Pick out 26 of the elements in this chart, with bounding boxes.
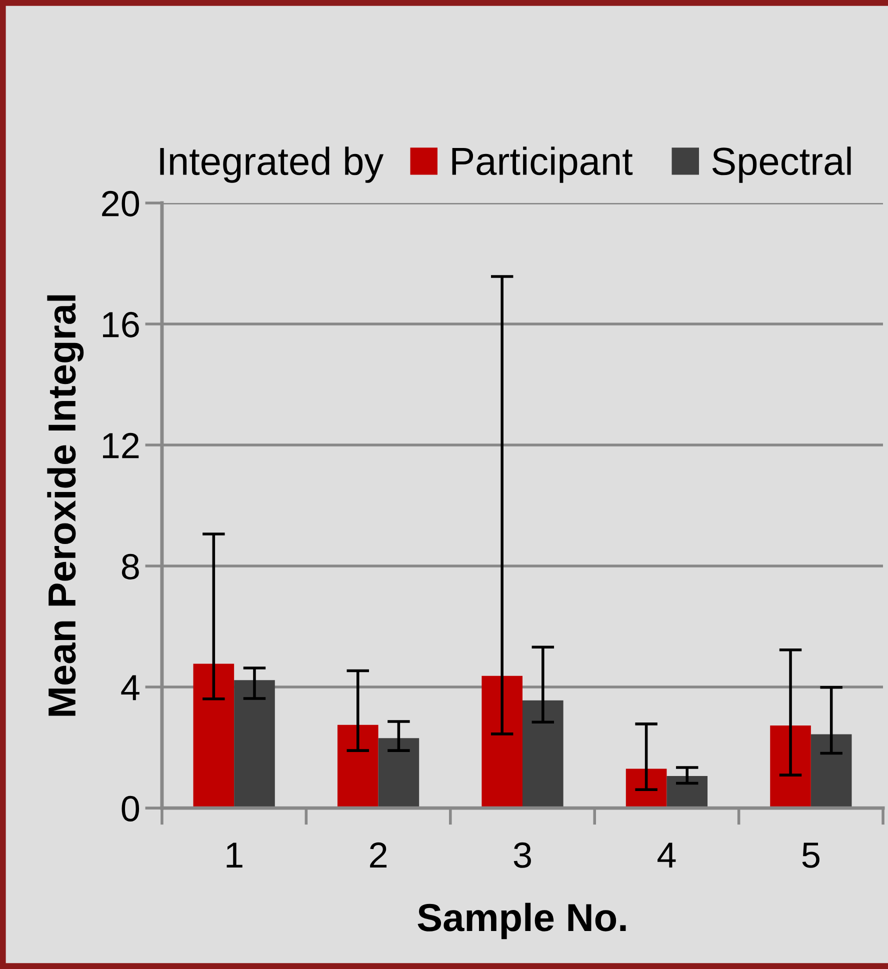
bar (770, 725, 811, 808)
x-axis-title: Sample No. (418, 902, 626, 940)
y-tick-label: 12 (103, 432, 139, 458)
bar (193, 664, 234, 808)
legend-title: Integrated by (160, 146, 384, 183)
x-tick-label: 3 (514, 842, 531, 868)
x-tick-label: 2 (370, 842, 387, 868)
bar (810, 734, 852, 808)
bar (234, 680, 275, 808)
x-tick-label: 4 (658, 842, 676, 868)
bar (626, 768, 667, 808)
y-axis-title: Mean Peroxide Integral (47, 295, 84, 716)
bar (337, 724, 378, 808)
x-tick-label: 1 (226, 842, 242, 868)
y-tick-label: 0 (122, 796, 140, 822)
y-tick-label: 4 (121, 675, 140, 700)
bar (378, 738, 420, 808)
x-tick-label: 5 (802, 842, 820, 868)
bar (482, 676, 522, 808)
y-tick-label: 16 (103, 312, 139, 338)
legend-label: Participant (452, 146, 633, 183)
bar (666, 776, 708, 808)
bar (522, 700, 564, 808)
legend-label: Spectral (712, 146, 851, 183)
y-tick-label: 8 (122, 554, 139, 580)
y-tick-label: 20 (102, 190, 140, 216)
